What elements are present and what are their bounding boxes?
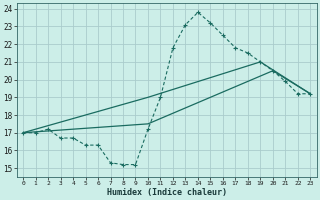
- X-axis label: Humidex (Indice chaleur): Humidex (Indice chaleur): [107, 188, 227, 197]
